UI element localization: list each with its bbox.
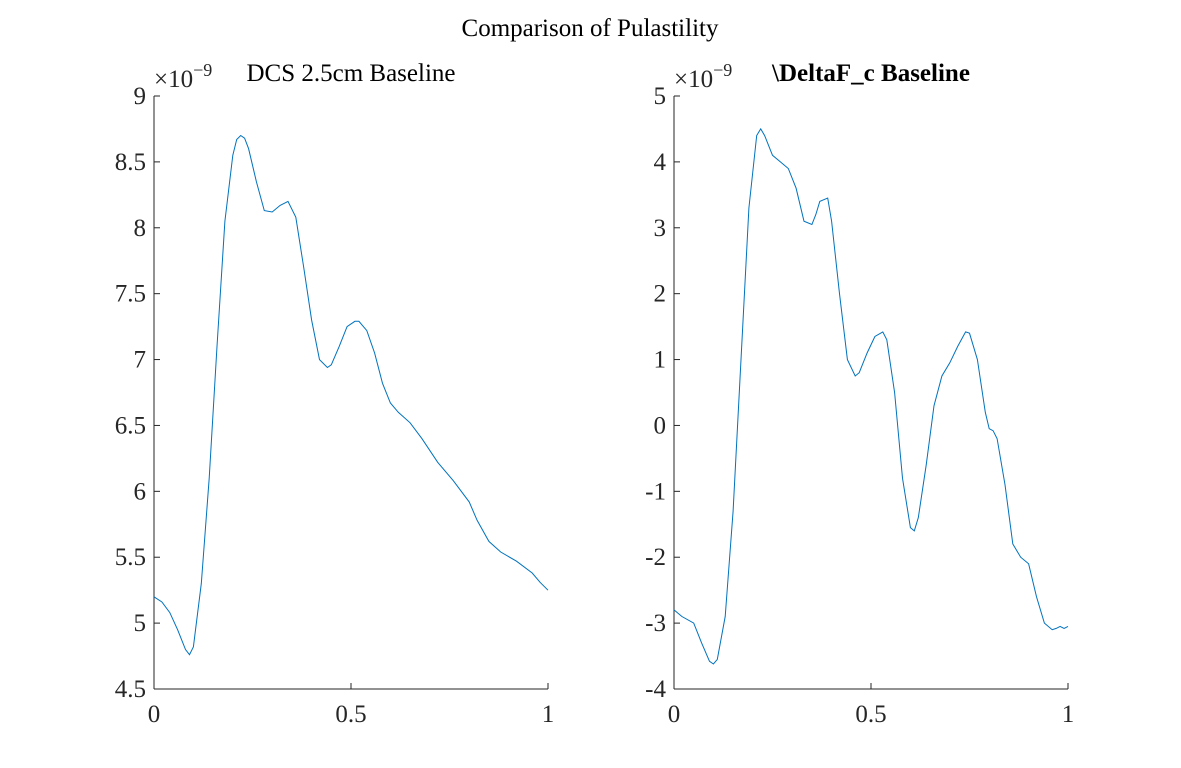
y-tick-label: 5 <box>654 83 667 110</box>
series-line <box>153 134 549 656</box>
x-tick-label: 1 <box>1062 701 1075 728</box>
subplot-title: DCS 2.5cm Baseline <box>246 60 455 87</box>
y-tick-label: 9 <box>134 83 147 110</box>
y-tick-label: 2 <box>654 281 667 308</box>
y-tick-label: 1 <box>654 347 667 374</box>
y-tick-label: 8 <box>134 215 147 242</box>
y-tick-label: 4 <box>654 149 667 176</box>
series-line <box>673 127 1069 665</box>
y-tick-label: -4 <box>645 676 666 703</box>
y-tick-label: 0 <box>654 412 667 439</box>
y-tick-label: 6 <box>134 478 147 505</box>
y-tick-label: 7.5 <box>115 281 146 308</box>
x-tick-label: 0 <box>148 701 161 728</box>
x-tick-label: 0 <box>668 701 681 728</box>
y-exponent-label: ×10−9 <box>674 60 732 93</box>
subplot-title: \DeltaF_c Baseline <box>771 60 970 87</box>
y-tick-label: -1 <box>645 478 666 505</box>
figure-supertitle: Comparison of Pulastility <box>462 15 719 42</box>
x-tick-label: 0.5 <box>335 701 366 728</box>
y-exponent-label: ×10−9 <box>154 60 212 93</box>
y-tick-label: -2 <box>645 544 666 571</box>
y-tick-label: 8.5 <box>115 149 146 176</box>
y-tick-label: 6.5 <box>115 412 146 439</box>
y-tick-label: 4.5 <box>115 676 146 703</box>
y-tick-label: -3 <box>645 610 666 637</box>
x-tick-label: 0.5 <box>855 701 886 728</box>
subplot-left: 4.5 5 5.5 6 6.5 7 7.5 8 8.5 9 0 0.5 1 ×10−9 DCS 2.5cm … <box>115 60 555 728</box>
y-tick-label: 7 <box>134 347 147 374</box>
y-tick-label: 5 <box>134 610 147 637</box>
y-tick-label: 3 <box>654 215 667 242</box>
subplot-right: -4 -3 -2 -1 0 1 2 3 4 5 0 0.5 1 ×10−9 \DeltaF_c Baseli… <box>645 60 1074 728</box>
x-tick-label: 1 <box>542 701 555 728</box>
y-tick-label: 5.5 <box>115 544 146 571</box>
